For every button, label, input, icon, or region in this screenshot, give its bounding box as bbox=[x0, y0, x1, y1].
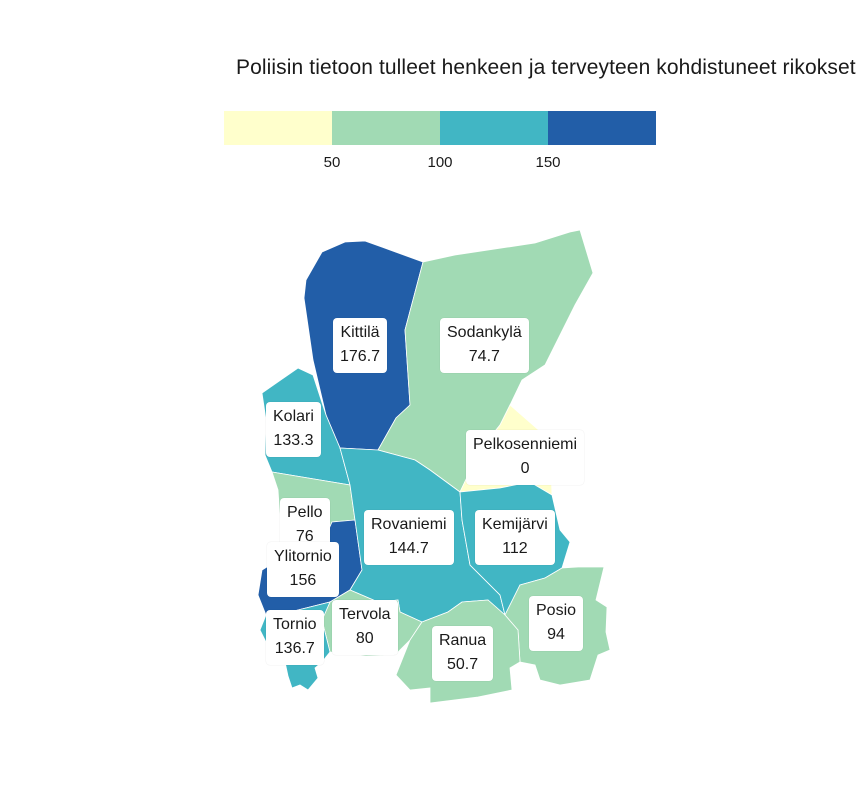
region-name: Posio bbox=[536, 602, 577, 619]
region-name: Rovaniemi bbox=[371, 516, 447, 533]
region-name: Pelkosenniemi bbox=[473, 436, 578, 453]
region-name: Tornio bbox=[273, 616, 317, 633]
label-ranua: Ranua 50.7 bbox=[432, 626, 494, 681]
region-value: 133.3 bbox=[273, 432, 314, 449]
legend-tick: 100 bbox=[427, 154, 453, 171]
label-kolari: Kolari 133.3 bbox=[266, 402, 321, 457]
region-name: Kittilä bbox=[340, 324, 380, 341]
legend-bin-150-200 bbox=[548, 111, 656, 145]
region-name: Tervola bbox=[339, 606, 391, 623]
region-value: 144.7 bbox=[388, 540, 429, 557]
region-value: 112 bbox=[502, 540, 528, 557]
region-name: Kemijärvi bbox=[482, 516, 548, 533]
label-sodankyla: Sodankylä 74.7 bbox=[440, 318, 529, 373]
region-name: Kolari bbox=[273, 408, 314, 425]
region-value: 176.7 bbox=[340, 348, 381, 365]
label-tervola: Tervola 80 bbox=[332, 600, 398, 655]
region-value: 50.7 bbox=[447, 656, 479, 673]
region-value: 74.7 bbox=[468, 348, 500, 365]
legend-bin-100-150 bbox=[440, 111, 548, 145]
region-name: Pello bbox=[287, 504, 323, 521]
label-pelkosenniemi: Pelkosenniemi 0 bbox=[466, 430, 585, 485]
region-name: Ranua bbox=[439, 632, 487, 649]
label-rovaniemi: Rovaniemi 144.7 bbox=[364, 510, 454, 565]
color-legend bbox=[224, 111, 656, 145]
label-kemijarvi: Kemijärvi 112 bbox=[475, 510, 555, 565]
region-value: 0 bbox=[520, 460, 530, 477]
label-posio: Posio 94 bbox=[529, 596, 584, 651]
region-name: Sodankylä bbox=[447, 324, 522, 341]
legend-bin-50-100 bbox=[332, 111, 440, 145]
label-kittila: Kittilä 176.7 bbox=[333, 318, 388, 373]
legend-tick: 50 bbox=[323, 154, 341, 171]
region-value: 94 bbox=[547, 626, 565, 643]
map-title: Poliisin tietoon tulleet henkeen ja terv… bbox=[236, 56, 856, 79]
region-value: 156 bbox=[289, 572, 317, 589]
region-name: Ylitornio bbox=[274, 548, 332, 565]
region-value: 136.7 bbox=[274, 640, 315, 657]
label-ylitornio: Ylitornio 156 bbox=[267, 542, 339, 597]
region-value: 80 bbox=[355, 630, 374, 647]
legend-bin-0-50 bbox=[224, 111, 332, 145]
region-value: 76 bbox=[295, 528, 314, 545]
label-tornio: Tornio 136.7 bbox=[266, 610, 324, 665]
legend-tick: 150 bbox=[535, 154, 561, 171]
